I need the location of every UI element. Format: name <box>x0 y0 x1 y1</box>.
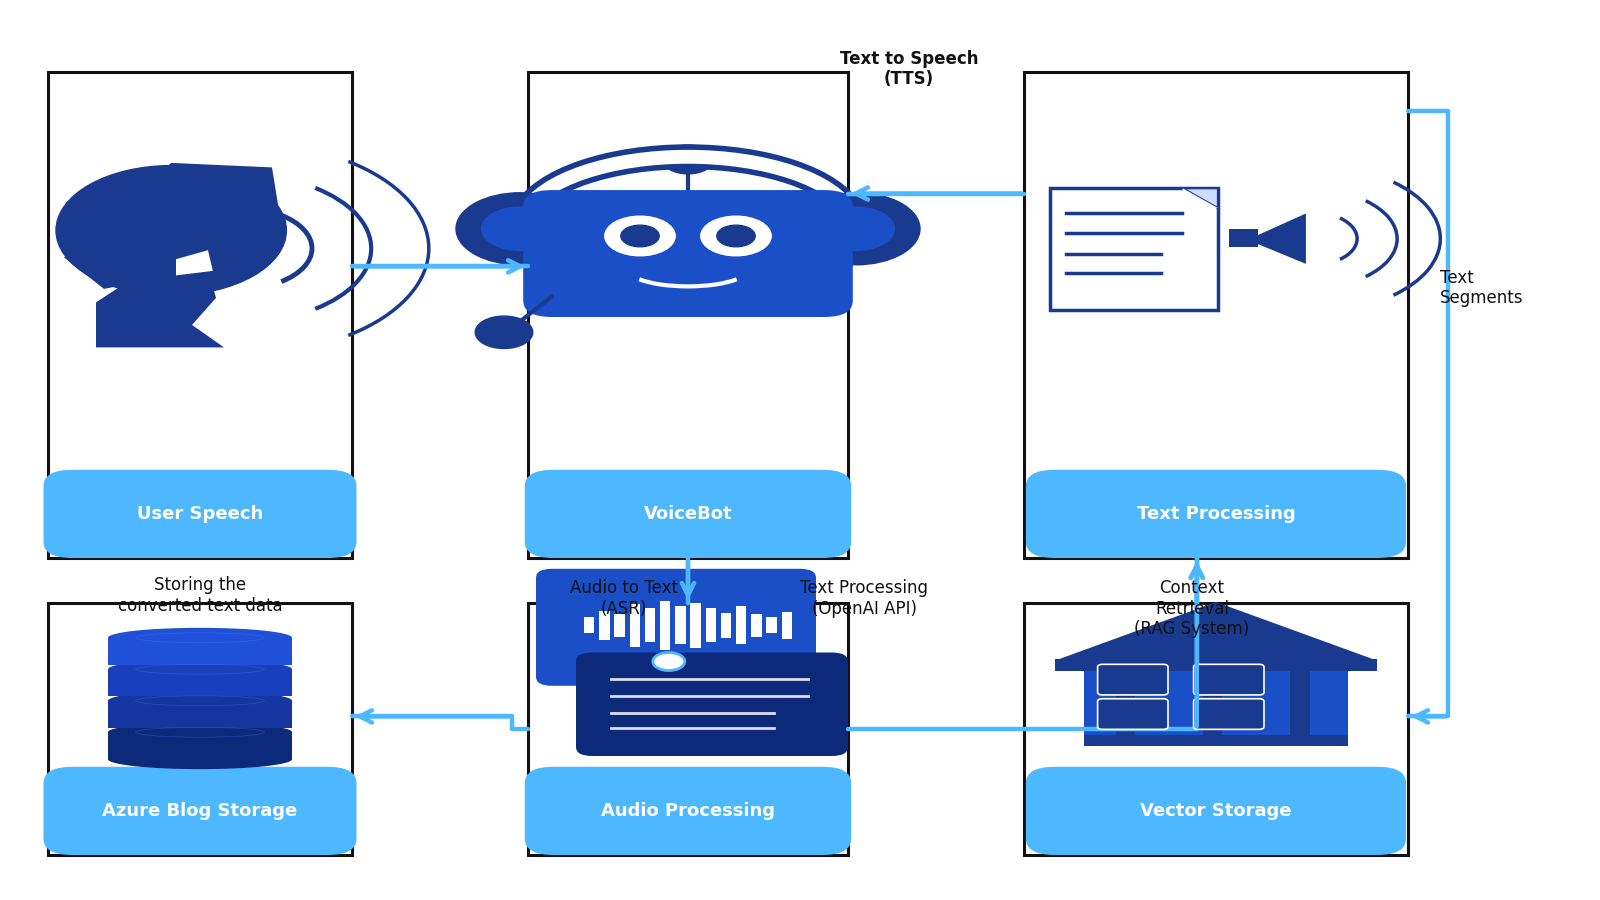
Bar <box>675 607 686 644</box>
FancyBboxPatch shape <box>1026 470 1406 558</box>
Bar <box>48 72 352 558</box>
Ellipse shape <box>109 691 291 711</box>
Text: Audio Processing: Audio Processing <box>602 802 774 820</box>
Circle shape <box>818 207 894 250</box>
Bar <box>1229 229 1258 247</box>
Text: Storing the
converted text data: Storing the converted text data <box>118 576 282 615</box>
Bar <box>782 612 792 639</box>
Bar <box>1085 735 1347 746</box>
Polygon shape <box>1182 188 1218 208</box>
Text: Text Processing: Text Processing <box>1136 505 1296 523</box>
Circle shape <box>653 652 685 670</box>
Bar <box>1024 603 1408 855</box>
Bar <box>1024 72 1408 558</box>
Circle shape <box>621 225 659 247</box>
Circle shape <box>662 145 714 174</box>
Bar <box>109 733 291 760</box>
Ellipse shape <box>109 723 291 742</box>
Bar <box>630 604 640 647</box>
Ellipse shape <box>109 628 291 648</box>
Bar <box>661 600 670 650</box>
Bar <box>109 670 291 697</box>
FancyBboxPatch shape <box>1098 698 1168 729</box>
Circle shape <box>475 316 533 348</box>
Polygon shape <box>1056 602 1378 661</box>
FancyBboxPatch shape <box>43 470 357 558</box>
Text: Context
Retrieval
(RAG System): Context Retrieval (RAG System) <box>1134 579 1250 638</box>
Polygon shape <box>64 163 280 289</box>
Circle shape <box>717 225 755 247</box>
Bar <box>109 638 291 665</box>
Bar <box>1050 188 1218 310</box>
FancyBboxPatch shape <box>536 569 816 686</box>
Bar <box>1056 659 1378 671</box>
FancyBboxPatch shape <box>1098 664 1168 695</box>
Bar <box>1085 661 1347 737</box>
Bar <box>584 617 595 634</box>
Bar <box>752 614 762 636</box>
FancyBboxPatch shape <box>523 190 853 317</box>
Text: Text to Speech
(TTS): Text to Speech (TTS) <box>840 50 978 88</box>
Text: Text
Segments: Text Segments <box>1440 268 1523 308</box>
Bar <box>766 617 778 634</box>
Bar <box>528 72 848 558</box>
FancyBboxPatch shape <box>1194 664 1264 695</box>
Bar <box>1117 661 1136 737</box>
Ellipse shape <box>109 660 291 680</box>
Circle shape <box>456 193 584 265</box>
Polygon shape <box>1258 213 1306 264</box>
Circle shape <box>792 193 920 265</box>
Bar <box>1203 661 1222 737</box>
Bar <box>722 613 731 638</box>
FancyBboxPatch shape <box>1194 698 1264 729</box>
Bar <box>1290 661 1309 737</box>
FancyBboxPatch shape <box>43 767 357 855</box>
Bar <box>645 608 656 643</box>
Bar <box>48 603 352 855</box>
Text: Audio to Text
(ASR): Audio to Text (ASR) <box>570 579 678 617</box>
Bar <box>600 611 610 640</box>
FancyBboxPatch shape <box>576 652 848 756</box>
FancyBboxPatch shape <box>1026 767 1406 855</box>
Bar <box>614 614 626 637</box>
Polygon shape <box>176 250 213 275</box>
Text: Text Processing
(OpenAI API): Text Processing (OpenAI API) <box>800 579 928 617</box>
Text: Vector Storage: Vector Storage <box>1141 802 1291 820</box>
Bar <box>736 607 747 644</box>
Bar <box>109 701 291 728</box>
Text: VoiceBot: VoiceBot <box>643 505 733 523</box>
FancyBboxPatch shape <box>525 767 851 855</box>
Bar <box>691 603 701 648</box>
FancyBboxPatch shape <box>525 470 851 558</box>
Ellipse shape <box>109 750 291 770</box>
Circle shape <box>56 166 286 295</box>
Polygon shape <box>96 268 224 347</box>
Polygon shape <box>1182 188 1218 208</box>
Text: User Speech: User Speech <box>138 505 262 523</box>
Circle shape <box>482 207 558 250</box>
Circle shape <box>605 216 675 256</box>
Text: Azure Blog Storage: Azure Blog Storage <box>102 802 298 820</box>
Bar <box>528 603 848 855</box>
Circle shape <box>701 216 771 256</box>
Bar <box>706 608 717 643</box>
